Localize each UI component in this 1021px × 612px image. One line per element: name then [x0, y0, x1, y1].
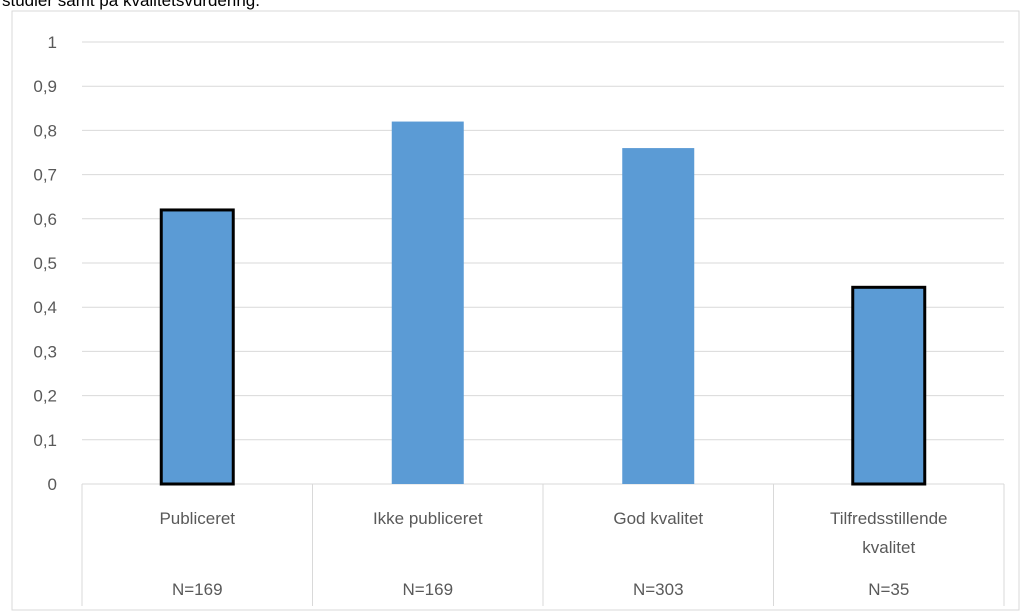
gridlines [81, 41, 1005, 606]
chart-border [11, 10, 1020, 611]
y-tick-label: 0,6 [33, 210, 57, 229]
y-tick-label: 0,3 [33, 342, 57, 361]
bar [159, 208, 235, 486]
x-category-label: Publiceret [159, 509, 235, 528]
x-category-label: Tilfredsstillende [830, 509, 947, 528]
y-tick-label: 1 [48, 33, 57, 52]
y-tick-label: 0,9 [33, 77, 57, 96]
caption-text: studier samt på kvalitetsvurdering. [2, 0, 260, 10]
y-axis-ticks: 0 0,1 0,2 0,3 0,4 0,5 0,6 0,7 0,8 0,9 1 [33, 33, 57, 494]
x-category-label: God kvalitet [613, 509, 703, 528]
y-tick-label: 0,8 [33, 121, 57, 140]
y-tick-label: 0 [48, 475, 57, 494]
x-category-n-label: N=169 [172, 580, 223, 599]
bar [622, 148, 695, 484]
bar [391, 121, 464, 484]
y-tick-label: 0,5 [33, 254, 57, 273]
bars [159, 121, 927, 486]
x-category-n-label: N=303 [633, 580, 684, 599]
x-category-n-label: N=35 [868, 580, 909, 599]
bar [851, 285, 927, 486]
y-tick-label: 0,4 [33, 298, 57, 317]
y-tick-label: 0,7 [33, 166, 57, 185]
x-category-label: kvalitet [862, 538, 915, 557]
x-category-n-label: N=169 [402, 580, 453, 599]
x-axis-categories: Publiceret N=169 Ikke publiceret N=169 God k… [159, 509, 947, 599]
y-tick-label: 0,2 [33, 387, 57, 406]
y-tick-label: 0,1 [33, 431, 57, 450]
x-category-label: Ikke publiceret [373, 509, 483, 528]
